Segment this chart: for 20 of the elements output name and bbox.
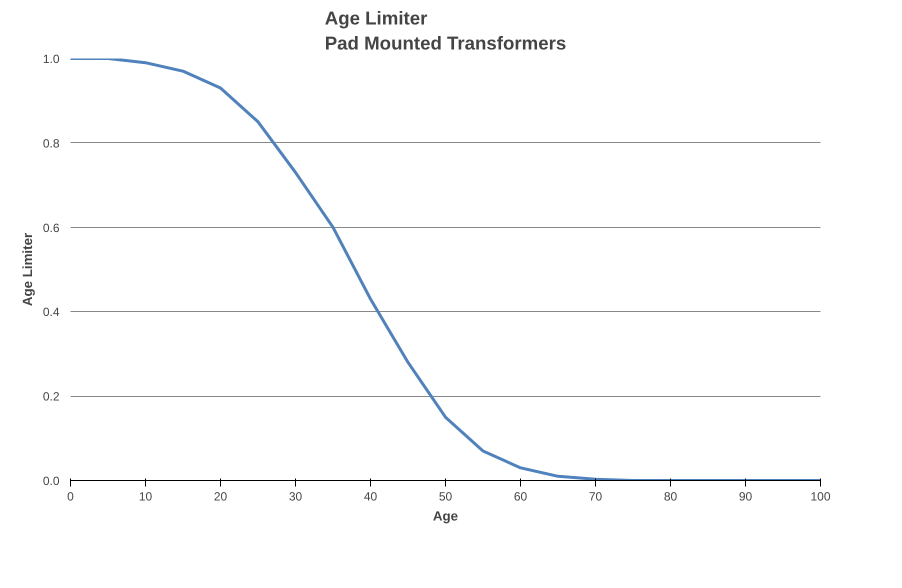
x-tick-label: 50 (438, 490, 452, 504)
y-tick-label: 1.0 (42, 52, 60, 66)
y-tick-label: 0.4 (42, 305, 60, 320)
x-tick-label: 0 (67, 490, 74, 504)
x-tick-label: 100 (810, 490, 831, 504)
y-axis-title: Age Limiter (20, 232, 35, 306)
x-tick-label: 90 (738, 490, 752, 504)
y-tick-label: 0.6 (42, 220, 60, 235)
chart-title: Age Limiter Pad Mounted Transformers (324, 7, 566, 54)
y-tick-label: 0.8 (42, 136, 60, 150)
x-tick-label: 10 (138, 490, 152, 504)
x-tick-label: 40 (364, 490, 378, 504)
x-tick-label: 80 (664, 490, 678, 504)
x-tick-label: 20 (214, 490, 228, 504)
x-axis-title: Age (432, 508, 458, 524)
x-tick-label: 60 (514, 490, 528, 504)
x-tick-label: 30 (288, 490, 302, 504)
y-tick-label: 0.0 (42, 474, 60, 488)
y-tick-label: 0.2 (42, 390, 60, 404)
x-tick-label: 70 (588, 490, 602, 504)
